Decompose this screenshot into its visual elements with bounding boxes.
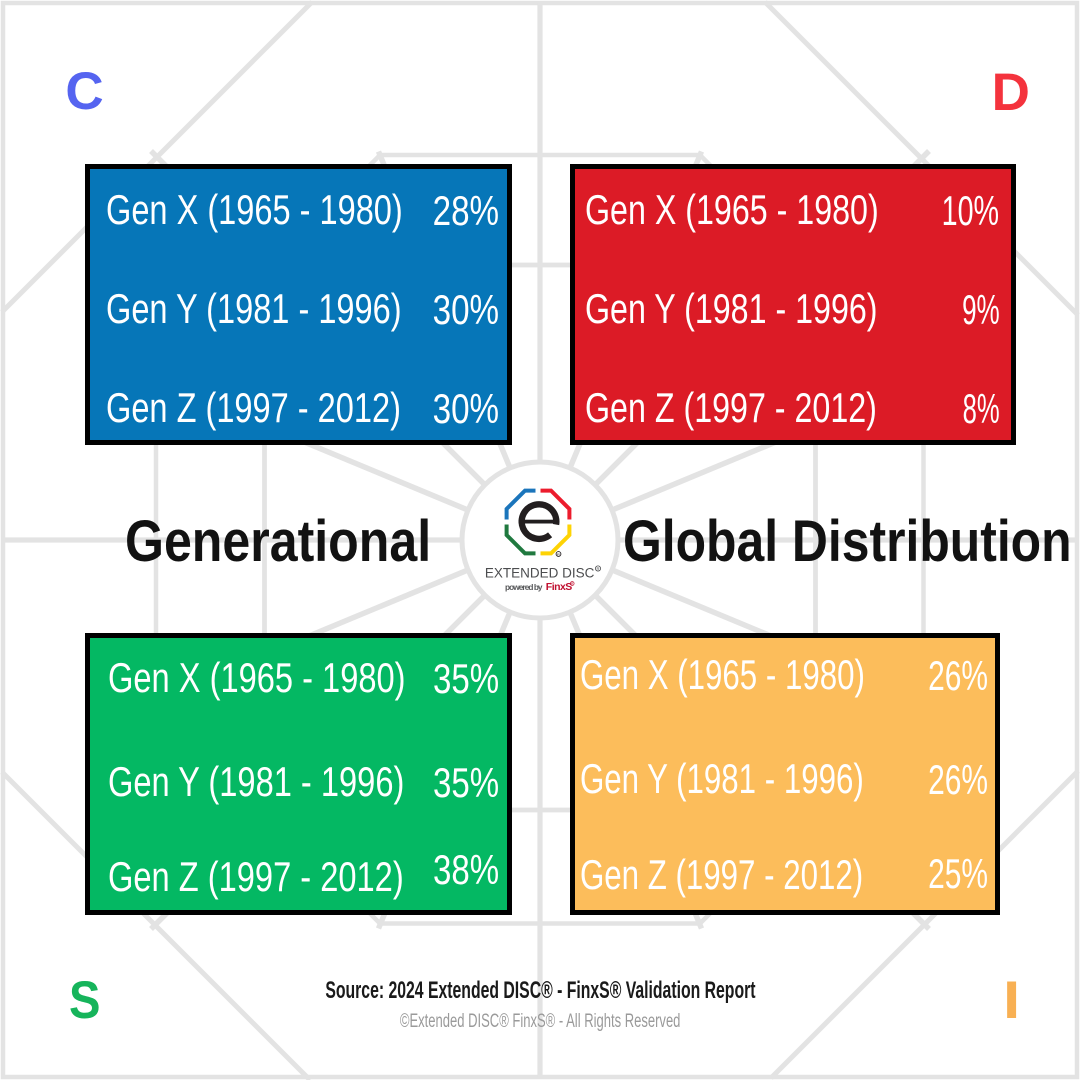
svg-text:R: R — [596, 566, 599, 571]
svg-text:EXTENDED DISC: EXTENDED DISC — [485, 566, 595, 581]
svg-text:R: R — [571, 582, 574, 586]
svg-text:powered by: powered by — [505, 582, 543, 592]
svg-text:FinxS: FinxS — [546, 581, 573, 593]
svg-text:R: R — [557, 552, 560, 557]
